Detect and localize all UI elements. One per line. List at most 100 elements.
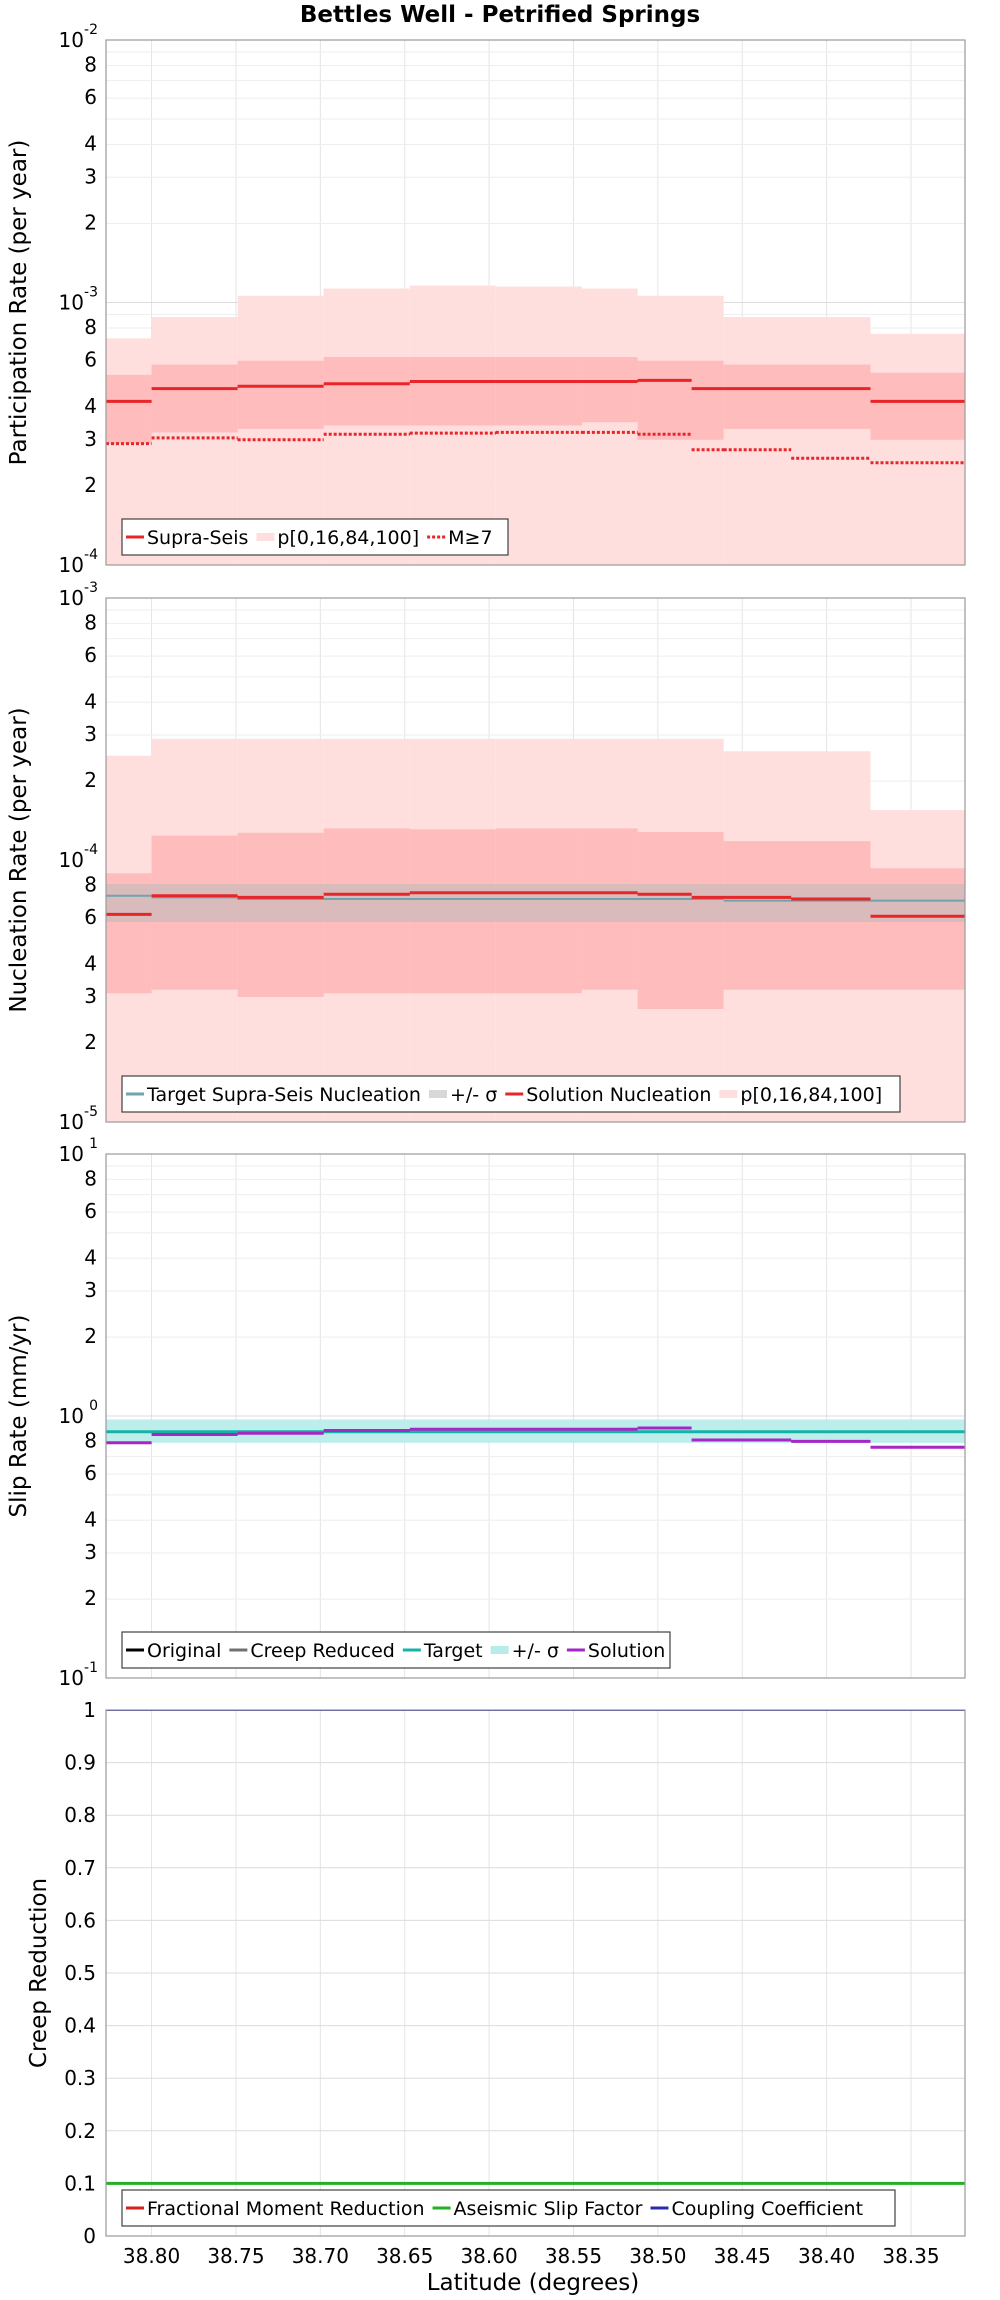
legend-swatch [719, 1090, 738, 1098]
legend-label: Target Supra-Seis Nucleation [146, 1084, 421, 1106]
legend-entry: Solution [566, 1640, 665, 1662]
y-tick-base: 10 [59, 1666, 84, 1690]
y-minor-tick-label: 4 [84, 689, 97, 713]
y-tick-exponent: -3 [84, 580, 98, 596]
y-minor-tick-label: 3 [84, 1278, 97, 1302]
y-minor-tick-label: 4 [84, 394, 97, 418]
legend-entry: +/- σ [428, 1084, 497, 1106]
x-tick-labels: 38.80 38.75 38.70 38.65 38.60 38.55 38.50 38.45… [123, 2244, 940, 2268]
plot-area [106, 1419, 965, 1449]
y-minor-tick-label: 2 [84, 768, 97, 792]
y-tick-base: 10 [59, 1110, 84, 1134]
chart-title: Bettles Well - Petrified Springs [300, 2, 700, 28]
x-tick-label: 38.40 [798, 2244, 855, 2268]
y-tick-exponent: -2 [84, 22, 98, 38]
y-tick-label: 0.3 [64, 2066, 96, 2090]
legend-entry: p[0,16,84,100] [719, 1084, 882, 1106]
series-supra-seis-line [106, 378, 965, 403]
y-minor-tick-label: 8 [84, 315, 97, 339]
y-tick-label: 1 [83, 1698, 96, 1722]
legend: Supra-Seis p[0,16,84,100] M≥7 [121, 518, 509, 556]
y-tick-labels: 0 0.1 0.2 0.3 0.4 0.5 0.6 0.7 0.8 0.9 1 [64, 1698, 96, 2248]
y-tick-label: 0.9 [64, 1751, 96, 1775]
legend-label: p[0,16,84,100] [277, 527, 419, 549]
y-minor-tick-label: 3 [84, 1540, 97, 1564]
y-minor-tick-label: 4 [84, 1507, 97, 1531]
x-tick-label: 38.80 [123, 2244, 180, 2268]
legend-label: p[0,16,84,100] [740, 1084, 882, 1106]
y-minor-tick-label: 3 [84, 722, 97, 746]
band-p16-p84 [409, 356, 496, 426]
band-p16-p84 [323, 356, 410, 426]
plot-frame [105, 597, 966, 1123]
y-tick-label: 10 -1 [59, 1660, 98, 1690]
series-solution-line [106, 1426, 965, 1449]
legend-entry: Fractional Moment Reduction [126, 2198, 425, 2220]
y-tick-label: 0.5 [64, 1961, 96, 1985]
y-minor-tick-label: 4 [84, 1245, 97, 1269]
band-p0-p100 [495, 286, 582, 565]
legend-label: Solution [588, 1640, 665, 1662]
band-p0-p100 [581, 288, 638, 565]
grid-lines [106, 1709, 965, 2237]
y-minor-tick-label: 6 [84, 85, 97, 109]
x-tick-label: 38.45 [714, 2244, 771, 2268]
y-tick-label: 10 -5 [59, 1104, 98, 1134]
y-minor-tick-label: 6 [84, 905, 97, 929]
legend-label: M≥7 [448, 527, 492, 549]
legend-entry: Creep Reduced [229, 1640, 395, 1662]
band-p16-p84 [106, 374, 152, 444]
legend-entry: Aseismic Slip Factor [432, 2198, 643, 2220]
x-axis-title: Latitude (degrees) [427, 2270, 640, 2296]
y-tick-base: 10 [59, 1404, 84, 1428]
legend: Original Creep Reduced Target +/- σ Solution [121, 1631, 671, 1669]
legend-swatch [490, 1646, 509, 1654]
legend-label: +/- σ [512, 1640, 559, 1662]
y-minor-tick-label: 8 [84, 1428, 97, 1452]
y-tick-label: 10 -2 [59, 22, 98, 52]
y-tick-exponent: 1 [89, 1136, 98, 1152]
y-minor-tick-label: 2 [84, 473, 97, 497]
y-tick-base: 10 [59, 1142, 84, 1166]
y-tick-label: 10 -3 [59, 580, 98, 610]
legend-label: Supra-Seis [147, 527, 248, 549]
legend-entry: Target [402, 1640, 483, 1662]
band-p16-p84 [581, 356, 638, 423]
y-axis-title: Nucleation Rate (per year) [6, 707, 32, 1012]
legend-label: Coupling Coefficient [671, 2198, 863, 2220]
legend-entry: Coupling Coefficient [650, 2198, 863, 2220]
plot-area [106, 738, 965, 1122]
y-minor-tick-label: 4 [84, 131, 97, 155]
y-tick-label: 0.4 [64, 2014, 96, 2038]
y-minor-tick-label: 8 [84, 610, 97, 634]
y-axis-title: Slip Rate (mm/yr) [6, 1315, 32, 1518]
legend-label: Creep Reduced [250, 1640, 394, 1662]
y-tick-label: 0.2 [64, 2119, 96, 2143]
y-axis-title: Participation Rate (per year) [6, 140, 32, 466]
x-tick-label: 38.70 [292, 2244, 349, 2268]
legend: Target Supra-Seis Nucleation +/- σ Solutio… [121, 1075, 901, 1113]
legend-entry: Original [126, 1640, 221, 1662]
legend-entry: Solution Nucleation [505, 1084, 711, 1106]
x-tick-label: 38.55 [545, 2244, 602, 2268]
legend-label: Fractional Moment Reduction [147, 2198, 425, 2220]
y-tick-label: 0.6 [64, 1908, 96, 1932]
y-minor-tick-label: 6 [84, 1199, 97, 1223]
x-tick-label: 38.65 [376, 2244, 433, 2268]
plot-frame [105, 39, 966, 566]
x-tick-label: 38.50 [629, 2244, 686, 2268]
y-minor-tick-label: 6 [84, 348, 97, 372]
y-minor-tick-label: 3 [84, 984, 97, 1008]
y-tick-label: 0.7 [64, 1856, 96, 1880]
grid-lines [106, 1153, 965, 1679]
y-axis-title: Creep Reduction [26, 1878, 52, 2068]
y-minor-tick-label: 2 [84, 1586, 97, 1610]
y-tick-label: 10 -4 [59, 547, 99, 577]
y-tick-label: 10 1 [59, 1136, 98, 1166]
legend-entry: +/- σ [490, 1640, 559, 1662]
